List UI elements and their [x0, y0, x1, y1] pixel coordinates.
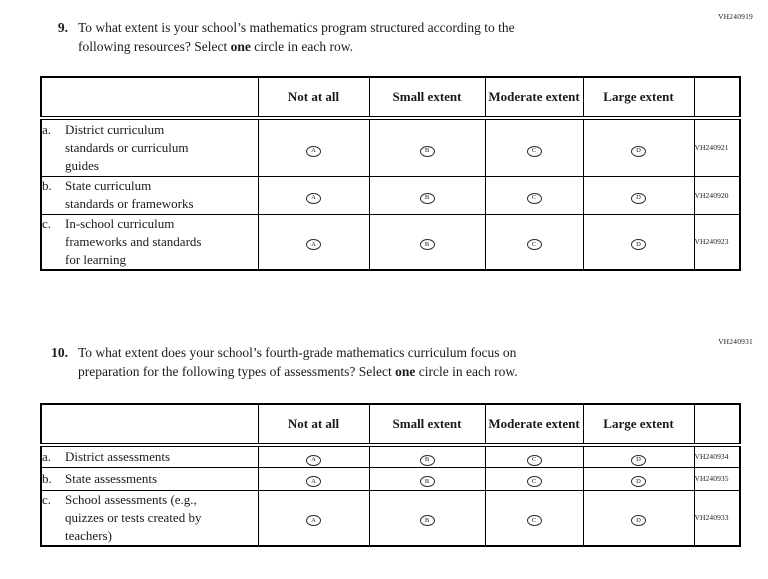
row-label-text: State assessments: [65, 470, 158, 486]
question-10-tracking-code: VH240931: [718, 337, 753, 346]
question-10-bold-word: one: [395, 363, 416, 379]
option-circle-c[interactable]: C: [526, 476, 542, 488]
option-circle-d[interactable]: D: [631, 145, 646, 157]
option-circle-a[interactable]: A: [306, 515, 321, 527]
option-circle-b[interactable]: B: [419, 239, 435, 251]
question-9-tracking-code: VH240919: [718, 12, 753, 21]
row-label: a. District assessments: [40, 444, 259, 468]
question-10-line2-post: circle in each row.: [418, 363, 518, 379]
row-label: b. State assessments: [40, 466, 259, 491]
row-tracking-code: VH240920: [693, 175, 741, 215]
row-letter: b.: [42, 470, 52, 486]
column-header-large-extent: Large extent: [582, 403, 695, 447]
option-circle-c[interactable]: C: [526, 192, 542, 204]
row-tracking-code: VH240934: [693, 444, 741, 468]
question-10-stem: 10. To what extent does your school’s fo…: [40, 344, 700, 381]
option-circle-d[interactable]: D: [631, 476, 646, 488]
row-label-text: School assessments (e.g., quizzes or tes…: [65, 491, 202, 543]
row-letter: c.: [42, 491, 52, 507]
row-label-text: District assessments: [65, 448, 171, 464]
row-letter: c.: [42, 215, 52, 231]
header-blank-cell: [40, 403, 259, 447]
question-9-response-table: Not at all Small extent Moderate extent …: [40, 76, 741, 271]
column-header-small-extent: Small extent: [368, 403, 486, 447]
column-header-small-extent: Small extent: [368, 76, 486, 120]
option-circle-d[interactable]: D: [631, 192, 646, 204]
question-9-line1: To what extent is your school’s mathemat…: [78, 20, 515, 35]
column-header-moderate-extent: Moderate extent: [484, 76, 584, 120]
row-letter: a.: [42, 121, 52, 137]
question-9-bold-word: one: [230, 38, 251, 54]
row-label: b. State curriculum standards or framewo…: [40, 175, 259, 215]
option-circle-c[interactable]: C: [526, 145, 542, 157]
table-row: b. State curriculum standards or framewo…: [40, 175, 741, 215]
question-9-line2-post: circle in each row.: [254, 38, 354, 54]
option-circle-c[interactable]: C: [526, 515, 542, 527]
question-9-text: To what extent is your school’s mathemat…: [78, 19, 700, 56]
table-row: a. District assessments A B C D VH240934: [40, 444, 741, 468]
option-circle-b[interactable]: B: [419, 454, 435, 466]
column-header-not-at-all: Not at all: [257, 76, 370, 120]
option-circle-a[interactable]: A: [306, 145, 321, 157]
row-label: a. District curriculum standards or curr…: [40, 117, 259, 177]
table-header-row: Not at all Small extent Moderate extent …: [40, 76, 741, 120]
table-header-row: Not at all Small extent Moderate extent …: [40, 403, 741, 447]
option-circle-d[interactable]: D: [631, 515, 646, 527]
table-row: c. School assessments (e.g., quizzes or …: [40, 489, 741, 546]
row-letter: a.: [42, 448, 52, 464]
header-blank-cell: [40, 76, 259, 120]
row-label: c. School assessments (e.g., quizzes or …: [40, 489, 259, 546]
row-tracking-code: VH240933: [693, 489, 741, 546]
row-tracking-code: VH240923: [693, 213, 741, 270]
question-9-number: 9.: [57, 20, 68, 35]
table-row: c. In-school curriculum frameworks and s…: [40, 213, 741, 270]
option-circle-b[interactable]: B: [419, 515, 435, 527]
table-row: b. State assessments A B C D VH240935: [40, 466, 741, 491]
option-circle-a[interactable]: A: [306, 192, 321, 204]
option-circle-c[interactable]: C: [526, 239, 542, 251]
option-circle-d[interactable]: D: [631, 239, 646, 251]
question-9-line2-pre: following resources? Select: [78, 38, 228, 54]
row-label: c. In-school curriculum frameworks and s…: [40, 213, 259, 270]
option-circle-d[interactable]: D: [631, 454, 646, 466]
question-10-text: To what extent does your school’s fourth…: [78, 344, 700, 381]
row-letter: b.: [42, 178, 52, 193]
question-10-number: 10.: [51, 345, 68, 360]
option-circle-c[interactable]: C: [526, 454, 542, 466]
option-circle-b[interactable]: B: [419, 476, 435, 488]
column-header-moderate-extent: Moderate extent: [484, 403, 584, 447]
table-row: a. District curriculum standards or curr…: [40, 117, 741, 177]
option-circle-a[interactable]: A: [306, 476, 321, 488]
question-10-line2-pre: preparation for the following types of a…: [78, 363, 392, 379]
header-code-cell: [693, 76, 741, 120]
option-circle-a[interactable]: A: [306, 239, 321, 251]
row-label-text: In-school curriculum frameworks and stan…: [65, 215, 202, 267]
column-header-large-extent: Large extent: [582, 76, 695, 120]
header-code-cell: [693, 403, 741, 447]
row-tracking-code: VH240935: [693, 466, 741, 491]
question-9-stem: 9. To what extent is your school’s mathe…: [40, 19, 700, 56]
question-10-line1: To what extent does your school’s fourth…: [78, 345, 517, 360]
column-header-not-at-all: Not at all: [257, 403, 370, 447]
row-label-text: State curriculum standards or frameworks: [65, 178, 194, 211]
option-circle-b[interactable]: B: [419, 145, 435, 157]
row-label-text: District curriculum standards or curricu…: [65, 121, 189, 173]
row-tracking-code: VH240921: [693, 117, 741, 177]
option-circle-b[interactable]: B: [419, 192, 435, 204]
question-10-response-table: Not at all Small extent Moderate extent …: [40, 403, 741, 547]
option-circle-a[interactable]: A: [306, 454, 321, 466]
